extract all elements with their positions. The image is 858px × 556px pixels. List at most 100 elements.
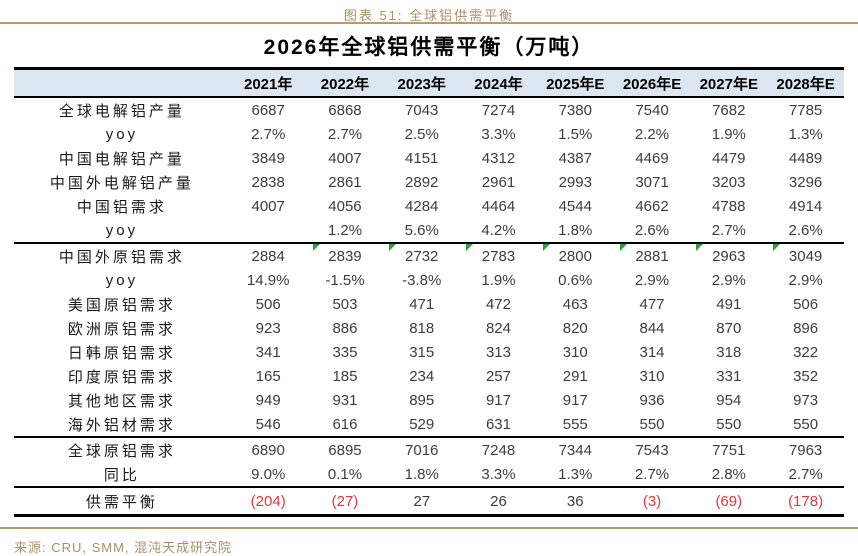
comment-marker-icon [389, 244, 397, 251]
value-cell: 7248 [481, 441, 516, 459]
value-cell: 318 [716, 343, 742, 361]
value-cell: 7540 [635, 101, 669, 119]
value-cell: 310 [639, 367, 665, 385]
value-cell: 4469 [635, 149, 669, 167]
value-cell: 7751 [712, 441, 746, 459]
comment-marker-icon [773, 244, 781, 251]
value-cell: 4914 [788, 197, 823, 215]
value-cell: 1.3% [788, 125, 823, 143]
value-cell: 7543 [635, 441, 669, 459]
value-cell: 352 [793, 367, 819, 385]
table-row: 全球原铝需求 6890 6895 7016 7248 7344 7543 7751 7963 [14, 437, 844, 462]
value-cell: 1.9% [481, 271, 516, 289]
value-cell: 7963 [788, 441, 823, 459]
value-cell: 185 [332, 367, 358, 385]
value-cell: 917 [562, 391, 588, 409]
value-cell: 4788 [712, 197, 746, 215]
value-cell: 529 [409, 415, 435, 433]
value-cell: 0.6% [558, 271, 593, 289]
value-cell: 477 [639, 295, 665, 313]
value-cell: 310 [562, 343, 588, 361]
value-cell: 949 [255, 391, 281, 409]
value-cell: 3849 [251, 149, 285, 167]
value-cell: 4.2% [481, 221, 516, 239]
value-cell: 550 [639, 415, 665, 433]
table-head: 2021年 2022年 2023年 2024年 2025年E 2026年E 2027年E 20… [14, 68, 844, 98]
table-row: 其他地区需求 949 931 895 917 917 936 954 973 [14, 388, 844, 412]
value-cell: 2783 [460, 243, 537, 268]
value-cell: 341 [255, 343, 281, 361]
value-cell: (178) [788, 492, 824, 510]
value-cell: 26 [490, 492, 507, 510]
value-cell: 503 [332, 295, 358, 313]
value-cell: 5.6% [404, 221, 439, 239]
comment-marker-icon [542, 244, 550, 251]
header-year-cell: 2023年 [397, 75, 446, 93]
row-label: 日韩原铝需求 [67, 344, 176, 362]
value-cell: 923 [255, 319, 281, 337]
table-row: 印度原铝需求 165 185 234 257 291 310 331 352 [14, 364, 844, 388]
value-cell: 844 [639, 319, 665, 337]
header-year-cell: 2024年 [474, 75, 523, 93]
value-cell: -1.5% [325, 271, 365, 289]
value-cell: 2.6% [634, 221, 670, 239]
value-cell: 2.6% [788, 221, 823, 239]
value-cell: 931 [332, 391, 358, 409]
value-cell: 4464 [481, 197, 516, 215]
value-cell: (69) [715, 492, 743, 510]
value-cell: 1.8% [558, 221, 593, 239]
value-cell: 1.3% [558, 465, 593, 483]
value-cell: 616 [332, 415, 358, 433]
table-row: 美国原铝需求 506 503 471 472 463 477 491 506 [14, 292, 844, 316]
value-cell: 936 [639, 391, 665, 409]
value-cell: 1.2% [327, 221, 363, 239]
value-cell: 6868 [328, 101, 362, 119]
value-cell: 818 [409, 319, 435, 337]
value-cell: 7016 [405, 441, 439, 459]
header-year-cell: 2028年E [776, 75, 835, 93]
value-cell: 4007 [328, 149, 362, 167]
figure-caption: 图表 51: 全球铝供需平衡 [343, 8, 515, 23]
value-cell: 917 [485, 391, 511, 409]
value-cell: 2.2% [634, 125, 670, 143]
table-row: 日韩原铝需求 341 335 315 313 310 314 318 322 [14, 340, 844, 364]
value-cell: 165 [255, 367, 281, 385]
value-cell: 2.9% [711, 271, 746, 289]
comment-marker-icon [312, 244, 320, 251]
value-cell: 2.5% [404, 125, 439, 143]
value-cell: 4662 [635, 197, 669, 215]
value-cell: 6895 [328, 441, 362, 459]
value-cell: 1.5% [558, 125, 593, 143]
row-label: yoy [105, 125, 139, 143]
value-cell: 506 [793, 295, 819, 313]
top-gold-divider [0, 22, 858, 24]
table-row: 中国外电解铝产量 2838 2861 2892 2961 2993 3071 3203 3296 [14, 170, 844, 194]
value-cell: 546 [255, 415, 281, 433]
value-cell: 4056 [328, 197, 362, 215]
value-cell: 824 [485, 319, 511, 337]
table-row: 供需平衡 (204) (27) 27 26 36 (3) (69) (178) [14, 487, 844, 516]
comment-marker-icon [466, 244, 474, 251]
value-cell: 7344 [558, 441, 592, 459]
value-cell: (27) [331, 492, 359, 510]
value-cell: 463 [562, 295, 588, 313]
value-cell: 2838 [251, 173, 285, 191]
value-cell: 550 [793, 415, 819, 433]
value-cell: 2.8% [711, 465, 746, 483]
table-row: 同比 9.0% 0.1% 1.8% 3.3% 1.3% 2.7% 2.8% 2.7% [14, 462, 844, 487]
value-cell: 2.7% [634, 465, 670, 483]
value-cell: 2861 [328, 173, 362, 191]
comment-marker-icon [696, 244, 704, 251]
value-cell: 4544 [558, 197, 592, 215]
value-cell: 314 [639, 343, 665, 361]
value-cell: 3203 [712, 173, 746, 191]
table-title: 2026年全球铝供需平衡（万吨） [263, 36, 595, 59]
header-corner-cell [14, 69, 230, 98]
source-note: 来源: CRU, SMM, 混沌天成研究院 [14, 540, 233, 555]
value-cell: 7682 [712, 101, 746, 119]
value-cell: 4284 [405, 197, 439, 215]
value-cell: 3.3% [481, 465, 516, 483]
value-cell: 1.8% [404, 465, 439, 483]
value-cell: 3.3% [481, 125, 516, 143]
value-cell: 472 [485, 295, 511, 313]
